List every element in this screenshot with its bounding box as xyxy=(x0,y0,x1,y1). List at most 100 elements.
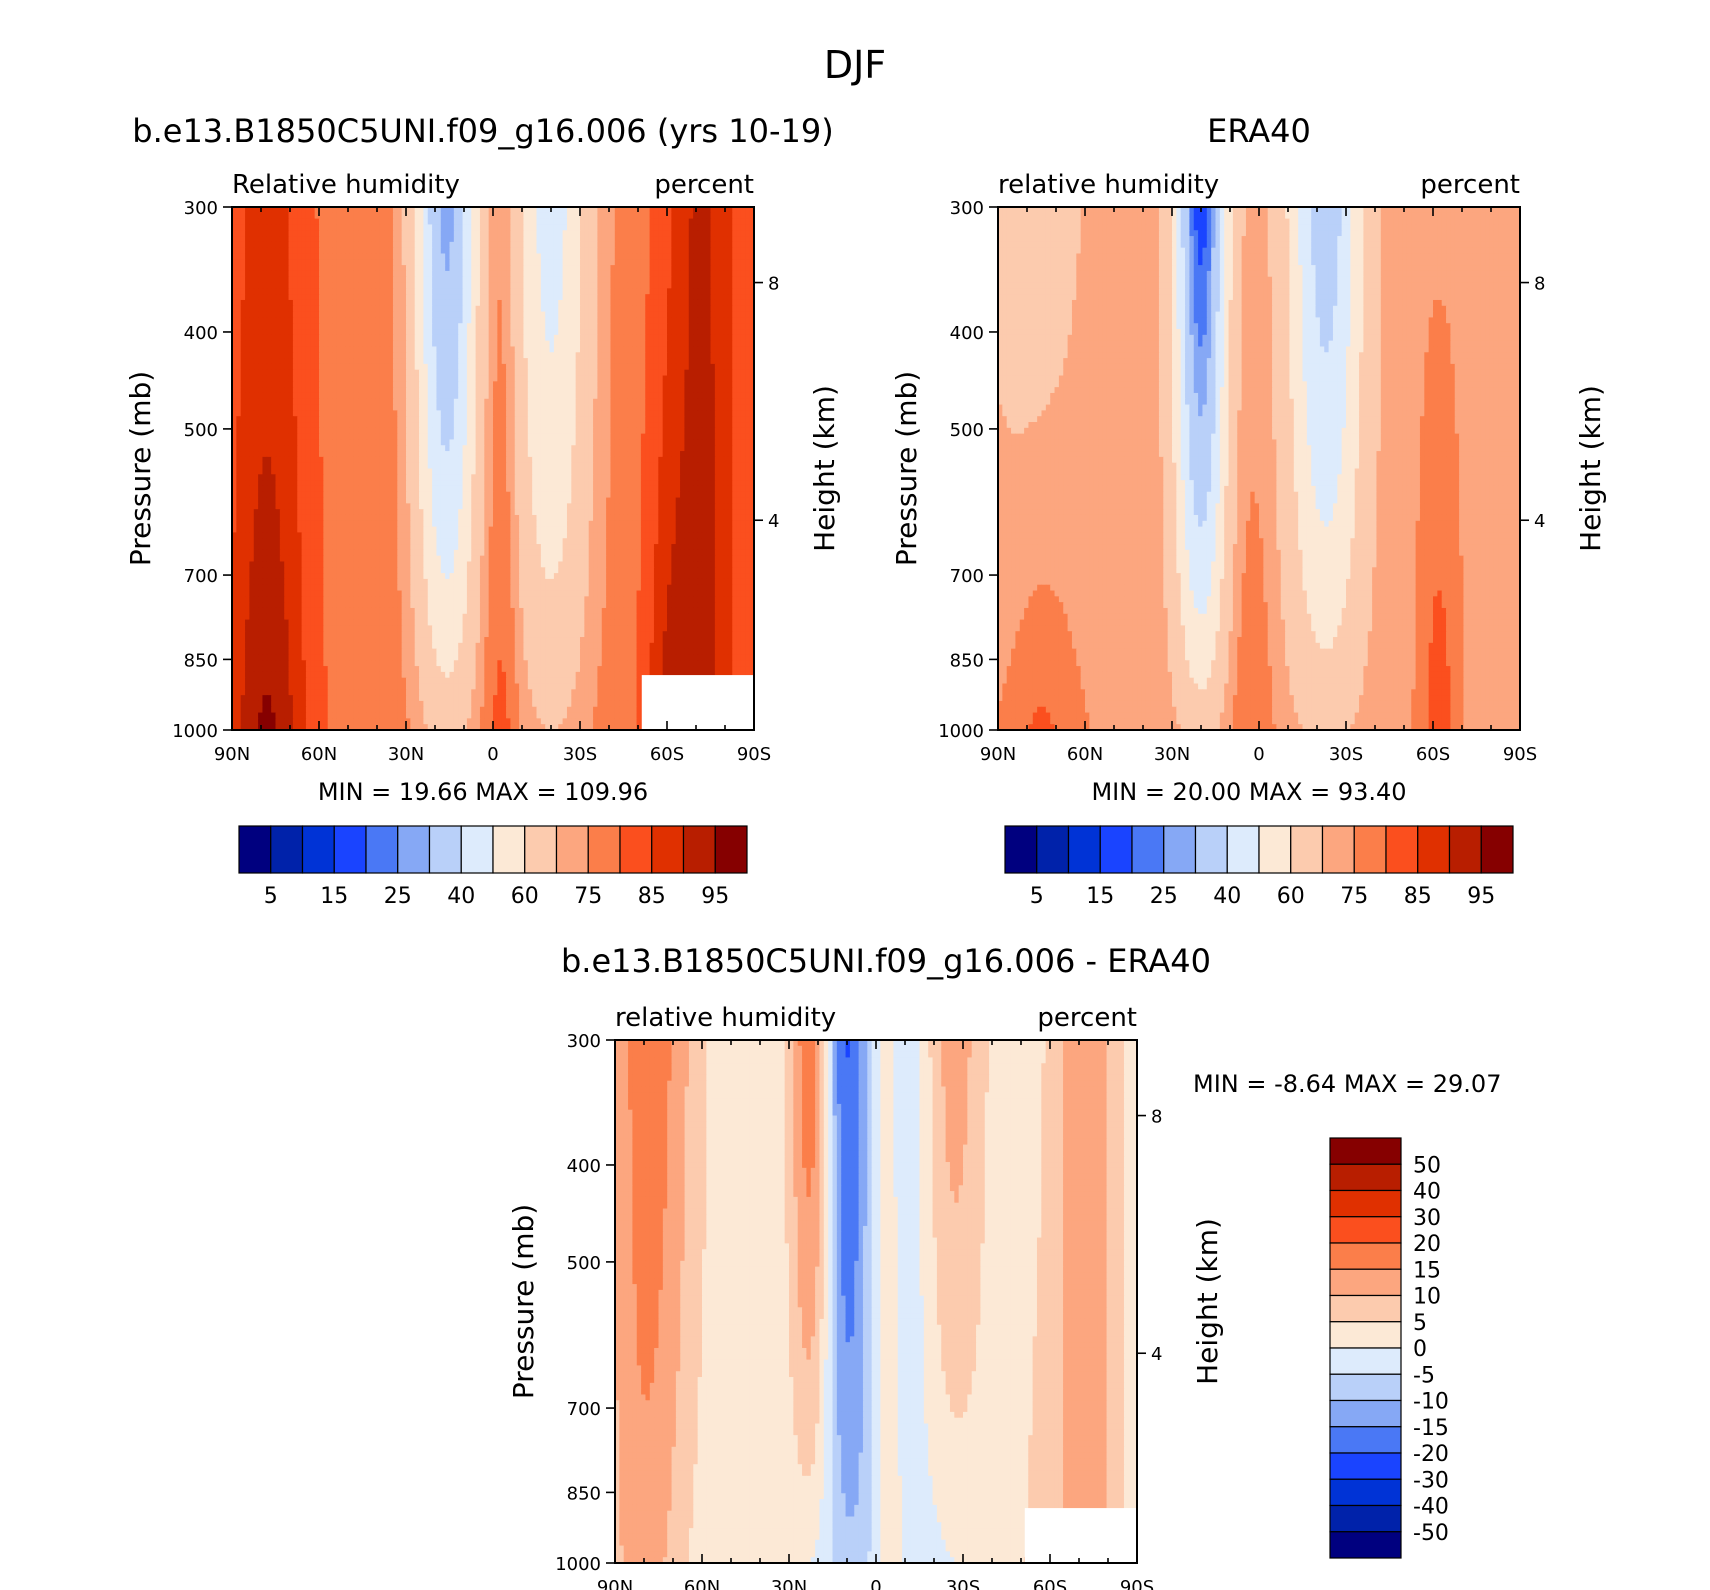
model-cell xyxy=(640,207,646,214)
model-cell xyxy=(627,387,633,394)
model-cell xyxy=(271,329,277,336)
model-cell xyxy=(649,427,655,435)
model-cell xyxy=(667,276,672,284)
model-cell xyxy=(640,299,646,307)
model-cell xyxy=(349,207,355,214)
model-cell xyxy=(436,363,442,371)
model-cell xyxy=(288,288,294,295)
model-cell xyxy=(610,230,616,237)
model-cell xyxy=(458,410,464,417)
model-cell xyxy=(580,427,585,435)
model-cell xyxy=(366,410,372,417)
model-cell xyxy=(701,381,707,388)
model-cell xyxy=(397,422,403,429)
model-cell xyxy=(575,230,581,237)
model-cell xyxy=(249,375,255,382)
model-cell xyxy=(375,346,381,353)
model-cell xyxy=(732,433,738,441)
model-cell xyxy=(336,427,342,435)
model-cell xyxy=(453,439,459,446)
model-cell xyxy=(297,433,303,441)
model-cell xyxy=(253,311,259,319)
model-cell xyxy=(319,392,324,400)
model-cell xyxy=(319,381,324,388)
model-cell xyxy=(406,445,411,452)
model-cell xyxy=(245,439,250,446)
model-cell xyxy=(732,352,738,359)
model-cell xyxy=(236,294,242,301)
model-cell xyxy=(632,212,638,220)
model-cell xyxy=(558,346,564,353)
model-cell xyxy=(471,305,477,313)
model-cell xyxy=(245,317,250,324)
model-cell xyxy=(553,212,559,220)
model-cell xyxy=(532,352,538,359)
model-cell xyxy=(662,381,668,388)
model-cell xyxy=(623,433,629,441)
model-cell xyxy=(510,387,516,394)
model-cell xyxy=(684,329,690,336)
model-cell xyxy=(484,224,490,231)
model-cell xyxy=(601,416,607,423)
model-cell xyxy=(653,329,659,336)
model-cell xyxy=(571,236,577,243)
model-cell xyxy=(479,404,485,411)
model-cell xyxy=(597,282,603,289)
model-cell xyxy=(397,375,403,382)
model-cell xyxy=(553,317,559,324)
model-cell xyxy=(523,433,529,441)
model-cell xyxy=(510,299,516,307)
model-cell xyxy=(606,270,612,278)
model-cell xyxy=(240,224,246,231)
model-cell xyxy=(601,433,607,441)
model-cell xyxy=(314,253,320,260)
model-cell xyxy=(523,236,529,243)
model-cell xyxy=(680,404,685,411)
model-cell xyxy=(636,224,642,231)
model-cell xyxy=(588,259,594,266)
model-cell xyxy=(410,212,416,220)
model-cell xyxy=(645,212,651,220)
model-cell xyxy=(327,253,333,260)
model-cell xyxy=(410,305,416,313)
model-cell xyxy=(240,422,246,429)
model-cell xyxy=(727,323,733,330)
model-cell xyxy=(323,218,329,226)
model-cell xyxy=(549,381,555,388)
model-cell xyxy=(371,230,377,237)
model-cell xyxy=(414,241,420,249)
model-cell xyxy=(719,207,725,214)
model-cell xyxy=(575,358,581,365)
model-cell xyxy=(271,259,277,266)
model-cell xyxy=(440,398,446,406)
model-cell xyxy=(419,346,424,353)
model-cell xyxy=(540,224,546,231)
model-cell xyxy=(514,439,520,446)
model-cell xyxy=(662,276,668,284)
model-cell xyxy=(684,305,690,313)
model-cell xyxy=(462,422,468,429)
model-cell xyxy=(667,294,672,301)
model-cell xyxy=(240,288,246,295)
model-cell xyxy=(336,288,342,295)
model-cell xyxy=(262,381,268,388)
model-cell xyxy=(506,369,511,377)
model-cell xyxy=(714,317,720,324)
model-cell xyxy=(410,241,416,249)
model-cell xyxy=(445,305,451,313)
model-cell xyxy=(388,236,394,243)
model-cell xyxy=(432,416,438,423)
model-cell xyxy=(232,334,237,342)
model-cell xyxy=(301,363,307,371)
model-cell xyxy=(240,265,246,272)
model-cell xyxy=(653,410,659,417)
model-cell xyxy=(745,375,751,382)
model-cell xyxy=(340,416,346,423)
model-cell xyxy=(519,317,525,324)
model-cell xyxy=(258,433,264,441)
model-cell xyxy=(623,358,629,365)
model-cell xyxy=(249,346,255,353)
model-cell xyxy=(714,265,720,272)
model-cell xyxy=(271,334,277,342)
model-cell xyxy=(536,329,542,336)
